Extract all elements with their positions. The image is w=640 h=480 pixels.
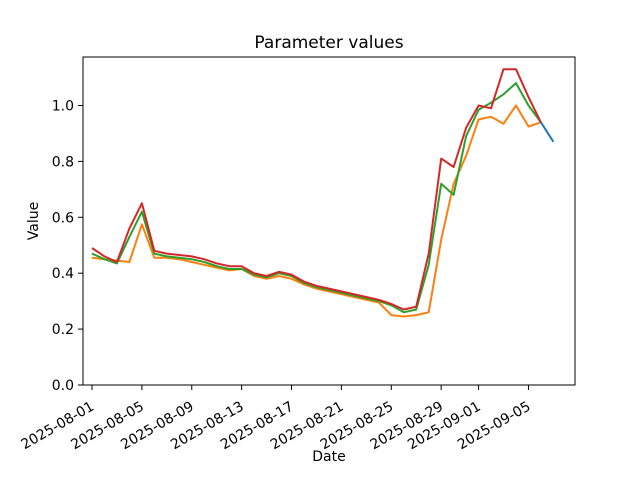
- y-tick-label: 0.6: [52, 210, 74, 226]
- y-tick-label: 1.0: [52, 99, 74, 115]
- y-axis-ticks: 0.0 0.2 0.4 0.6 0.8 1.0: [52, 99, 83, 394]
- x-axis-label: Date: [312, 449, 345, 465]
- y-tick-label: 0.2: [52, 322, 74, 338]
- plot-border: [82, 56, 576, 386]
- y-axis-label: Value: [26, 202, 42, 240]
- y-tick-label: 0.0: [52, 378, 74, 394]
- series-lines: [91, 68, 555, 318]
- orange-series-line: [91, 104, 542, 318]
- green-series-line: [91, 82, 542, 314]
- red-series-line: [91, 68, 542, 311]
- chart-title: Parameter values: [254, 33, 403, 53]
- blue-series-line: [540, 121, 555, 143]
- y-tick-label: 0.8: [52, 154, 74, 170]
- y-tick-label: 0.4: [52, 266, 74, 282]
- x-axis-ticks: 2025-08-012025-08-052025-08-092025-08-13…: [19, 385, 533, 453]
